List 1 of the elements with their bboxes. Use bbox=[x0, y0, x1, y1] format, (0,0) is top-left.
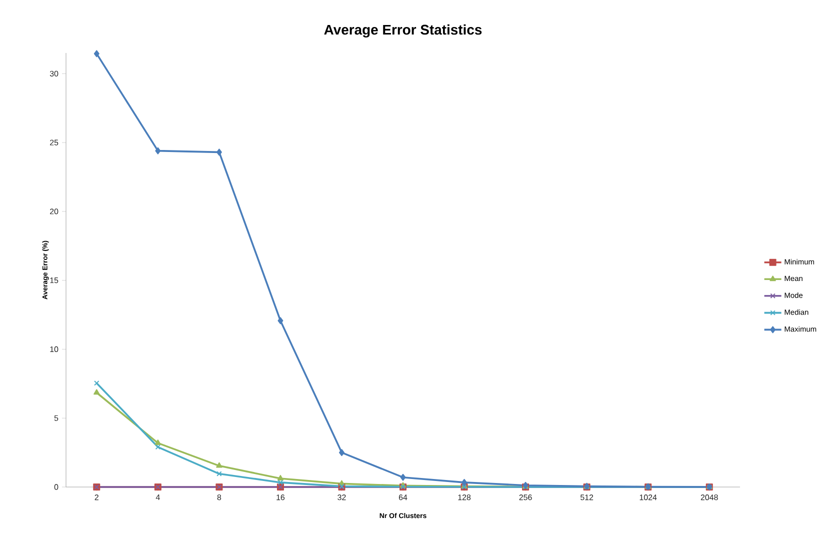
chart-title: Average Error Statistics bbox=[324, 24, 482, 38]
